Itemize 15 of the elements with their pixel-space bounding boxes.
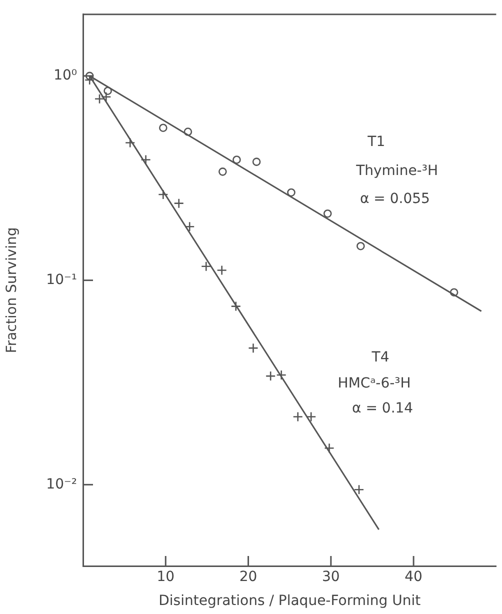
- x-tick-label: 30: [322, 569, 340, 586]
- annotation: Thymine-³H: [355, 163, 438, 180]
- annotation: α = 0.055: [360, 190, 430, 207]
- y-tick-label: 10⁻¹: [46, 272, 77, 288]
- x-tick-label: 40: [404, 569, 422, 586]
- x-tick-label: 20: [239, 569, 258, 586]
- annotation: T4: [370, 350, 390, 366]
- annotation: T1: [366, 134, 386, 150]
- x-tick-label: 10: [156, 569, 175, 586]
- annotation: HMCᵃ-6-³H: [338, 376, 411, 392]
- x-axis-title: Disintegrations / Plaque-Forming Unit: [158, 593, 422, 610]
- y-axis-title: Fraction Surviving: [4, 227, 20, 354]
- y-tick-label: 10⁰: [54, 68, 78, 84]
- annotation: α = 0.14: [352, 400, 414, 416]
- y-tick-label: 10⁻²: [46, 476, 77, 492]
